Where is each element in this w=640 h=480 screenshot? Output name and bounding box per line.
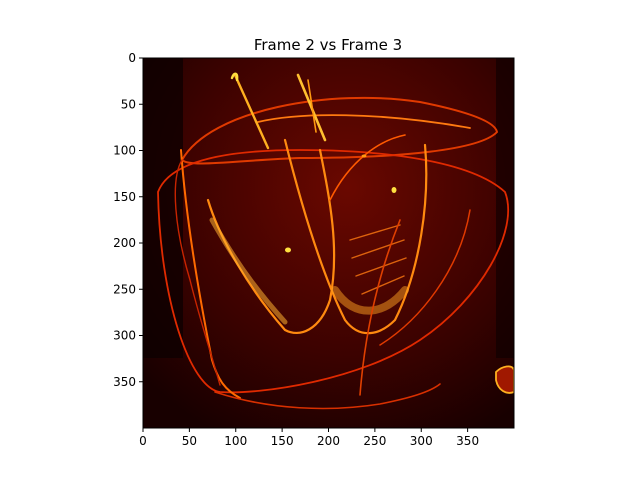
saucer-inner-edge <box>379 209 471 346</box>
x-tick-label: 100 <box>224 434 247 448</box>
heatmap-left-dark-band <box>143 58 183 358</box>
saucer-edge <box>157 149 510 394</box>
x-tick-label: 350 <box>456 434 479 448</box>
y-tick-label: 150 <box>113 190 136 204</box>
straw-edge-1 <box>233 73 270 150</box>
x-tick-label: 200 <box>317 434 340 448</box>
left-outer-edge <box>174 159 221 386</box>
y-tick-label: 350 <box>113 375 136 389</box>
straw-tip <box>230 72 239 82</box>
x-axis: 0 50 100 150 200 250 300 350 <box>139 428 479 448</box>
straw-edge-3 <box>307 79 317 133</box>
y-tick-label: 300 <box>113 329 136 343</box>
right-vessel-hatch <box>349 224 407 295</box>
heatmap-right-dark-band <box>496 58 514 358</box>
bright-blob-3 <box>361 154 367 158</box>
x-tick-label: 250 <box>363 434 386 448</box>
cup-bottom-edge <box>214 383 441 410</box>
heatmap-background <box>143 58 514 428</box>
x-tick-label: 300 <box>410 434 433 448</box>
cup-inner-edge <box>257 114 471 129</box>
right-vessel-edge <box>283 138 428 335</box>
x-tick-label: 0 <box>139 434 147 448</box>
heatmap-edges <box>157 72 514 410</box>
chart-title: Frame 2 vs Frame 3 <box>254 36 402 54</box>
diagonal-edge-2 <box>359 219 401 396</box>
y-tick-label: 100 <box>113 144 136 158</box>
x-tick-label: 50 <box>182 434 197 448</box>
corner-bright-patch <box>495 365 514 394</box>
cup-left-edge <box>180 149 241 399</box>
y-axis: 0 50 100 150 200 250 300 350 <box>113 51 143 389</box>
x-tick-label: 150 <box>271 434 294 448</box>
y-tick-label: 50 <box>121 97 136 111</box>
bright-blob-1 <box>285 247 291 253</box>
y-tick-label: 200 <box>113 236 136 250</box>
left-vessel-fill <box>209 217 288 325</box>
diagonal-edge-1 <box>329 134 406 201</box>
heatmap-image <box>143 58 514 428</box>
y-tick-label: 0 <box>128 51 136 65</box>
y-tick-label: 250 <box>113 282 136 296</box>
right-vessel-fill <box>331 286 409 315</box>
bright-blob-2 <box>391 187 397 193</box>
cup-rim-edge <box>181 96 498 165</box>
